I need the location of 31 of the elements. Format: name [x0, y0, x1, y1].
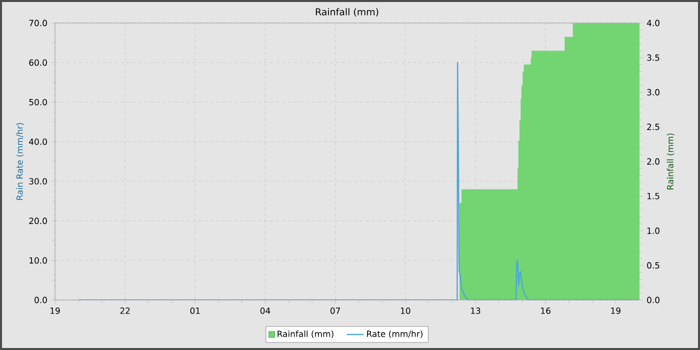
y2-tick-label: 2.5 — [647, 124, 660, 130]
y2-tick-label: 1.5 — [647, 192, 660, 200]
x-tick-label: 19 — [50, 308, 60, 314]
x-tick-label: 13 — [471, 308, 480, 314]
y-axis-title: Rain Rate (mm/hr) — [16, 123, 24, 200]
x-tick-label: 19 — [611, 308, 620, 314]
y2-axis-title: Rainfall (mm) — [666, 134, 674, 190]
y-tick-label: 30.0 — [29, 178, 47, 184]
y-tick-label: 70.0 — [29, 20, 47, 26]
x-tick-label: 22 — [120, 308, 130, 314]
x-tick-label: 04 — [260, 308, 270, 314]
chart-title: Rainfall (mm) — [316, 8, 378, 17]
x-tick-label: 10 — [400, 308, 410, 314]
y-tick-label: 20.0 — [29, 218, 47, 224]
y2-tick-label: 0.5 — [647, 262, 660, 269]
y2-tick-label: 3.0 — [647, 89, 660, 96]
y-tick-label: 10.0 — [30, 257, 47, 264]
y2-tick-label: 0.0 — [647, 296, 660, 304]
y-tick-label: 0.0 — [34, 296, 47, 304]
legend-label: Rate (mm/hr) — [367, 330, 422, 338]
y-tick-label: 40.0 — [29, 138, 47, 145]
y-tick-label: 50.0 — [29, 98, 47, 106]
y2-tick-label: 1.0 — [647, 228, 660, 234]
legend-label: Rainfall (mm) — [278, 330, 334, 338]
y2-tick-label: 4.0 — [646, 20, 660, 26]
y-tick-label: 60.0 — [29, 59, 47, 66]
y2-tick-label: 2.0 — [647, 158, 660, 165]
x-tick-label: 07 — [330, 308, 340, 314]
y2-tick-label: 3.5 — [647, 54, 660, 61]
x-tick-label: 16 — [541, 308, 550, 314]
x-tick-label: 01 — [190, 308, 200, 314]
